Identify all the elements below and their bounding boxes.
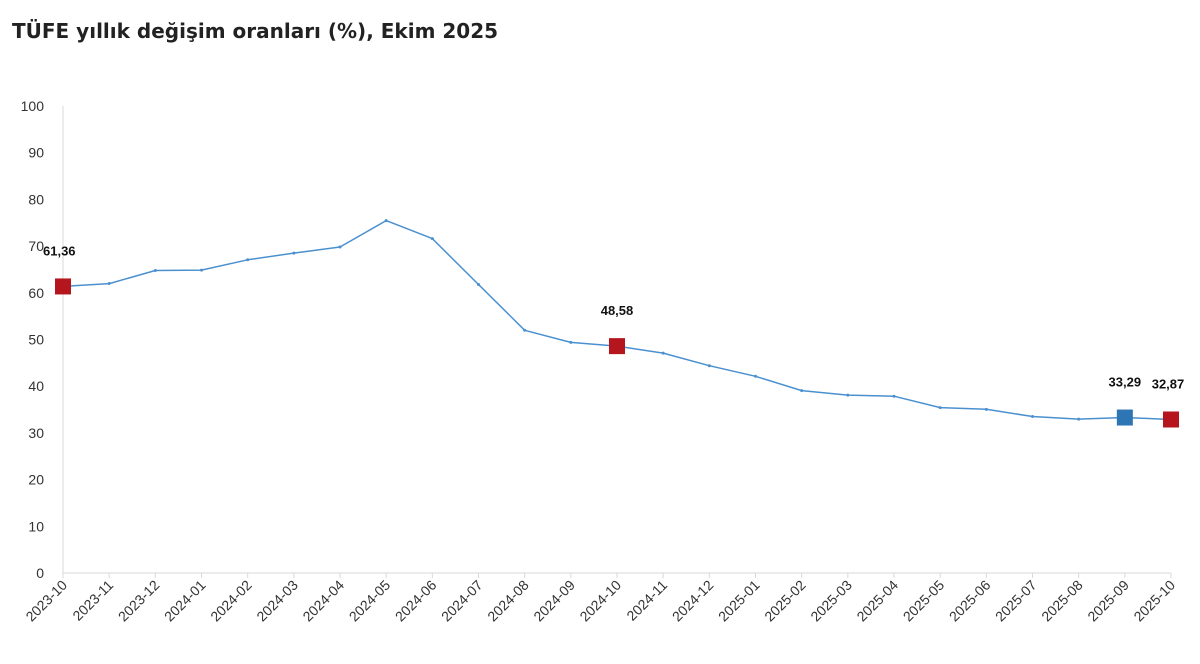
data-label: 33,29 [1109,375,1142,390]
x-tick-label: 2025-09 [1084,577,1132,625]
x-tick-label: 2024-11 [623,577,670,624]
x-tick-label: 2025-08 [1038,577,1086,625]
data-point [892,394,896,398]
data-point [200,268,203,272]
data-label: 32,87 [1152,376,1185,391]
x-tick-label: 2024-03 [253,577,301,625]
series-line [62,219,1172,421]
x-tick-label: 2025-06 [946,577,994,625]
y-tick-label: 20 [28,472,44,488]
x-tick-label: 2024-10 [576,577,624,625]
x-tick-label: 2025-04 [853,577,901,625]
x-tick-label: 2023-10 [22,577,70,625]
x-tick-label: 2024-06 [392,577,440,625]
data-point [523,328,527,332]
x-tick-label: 2024-12 [669,577,717,625]
data-label: 61,36 [43,243,76,258]
x-tick-label: 2025-07 [992,577,1040,625]
y-tick-label: 90 [28,145,44,161]
x-tick-label: 2025-10 [1130,577,1178,625]
data-point [384,219,388,223]
y-axis: 0 10 20 30 40 50 60 70 80 90 100 [21,98,64,581]
data-point [846,393,850,397]
data-point [569,340,573,344]
data-point [661,351,665,355]
data-point [938,406,942,410]
x-tick-label: 2024-07 [438,577,486,625]
highlight-marker [55,278,71,295]
x-tick-label: 2024-09 [530,577,578,625]
x-tick-label: 2025-05 [900,577,948,625]
y-tick-label: 100 [21,98,45,114]
highlight-marker [609,338,625,355]
y-tick-label: 80 [28,191,44,207]
x-tick-label: 2024-01 [161,577,209,625]
data-point [477,282,480,286]
x-tick-label: 2023-12 [115,577,163,625]
highlight-markers: 61,36 48,58 33,29 32,87 [43,243,1185,428]
y-tick-label: 0 [36,565,44,581]
data-label: 48,58 [601,303,634,318]
y-tick-label: 60 [28,285,44,301]
y-tick-label: 50 [28,332,44,348]
x-tick-label: 2024-05 [346,577,394,625]
x-tick-label: 2025-02 [761,577,809,625]
data-point [153,269,157,273]
data-point [292,251,296,255]
data-point [1031,414,1034,418]
highlight-marker [1116,409,1133,426]
data-point [430,237,434,241]
x-tick-label: 2024-02 [207,577,255,625]
y-tick-label: 40 [28,378,44,394]
y-tick-label: 30 [28,425,44,441]
data-point [1077,417,1081,421]
highlight-marker [1163,411,1179,428]
x-tick-label: 2024-04 [299,577,347,625]
data-point [800,389,804,393]
data-point [338,245,342,249]
data-point [707,364,711,368]
x-tick-label: 2023-11 [69,577,116,624]
x-axis: 2023-10 2023-112023-122024-012024-022024-… [22,572,1178,625]
x-tick-label: 2024-08 [484,577,532,625]
data-point [754,374,757,378]
y-tick-label: 10 [28,518,44,534]
data-point [246,258,250,262]
x-tick-label: 2025-01 [715,577,763,625]
y-tick-label: 70 [28,238,44,254]
series-group [61,219,1173,421]
x-tick-label: 2025-03 [807,577,855,625]
data-point [984,407,988,411]
data-point [107,282,111,286]
chart-title: TÜFE yıllık değişim oranları (%), Ekim 2… [12,19,499,43]
